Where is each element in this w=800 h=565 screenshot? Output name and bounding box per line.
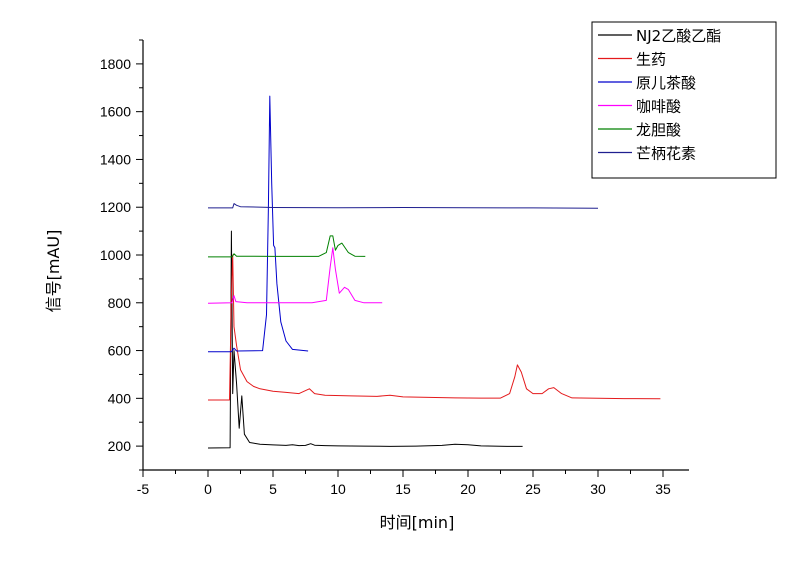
legend-label: 原儿茶酸 xyxy=(636,74,696,92)
y-tick-label: 600 xyxy=(108,343,132,359)
y-tick-label: 1600 xyxy=(100,104,131,120)
series-line-6 xyxy=(208,203,599,209)
series-line-4 xyxy=(207,247,383,304)
y-tick-label: 1800 xyxy=(100,56,131,72)
legend-label: 芒柄花素 xyxy=(636,145,696,163)
y-axis-title: 信号[mAU] xyxy=(44,230,63,313)
y-tick-label: 400 xyxy=(108,390,132,406)
x-axis-title: 时间[min] xyxy=(380,513,455,532)
x-tick-label: 15 xyxy=(395,481,411,497)
x-tick-label: 10 xyxy=(330,481,346,497)
y-tick-label: 200 xyxy=(108,438,132,454)
x-tick-label: 30 xyxy=(590,481,606,497)
y-tick-label: 1400 xyxy=(100,151,131,167)
y-tick-label: 1000 xyxy=(100,247,131,263)
series-lines xyxy=(207,95,661,449)
axes: -5 0 5 10 15 20 25 30 35 200 400 600 800 1000 1200 1400… xyxy=(100,39,689,497)
y-tick-label: 800 xyxy=(108,295,132,311)
legend-label: 咖啡酸 xyxy=(636,98,681,116)
x-tick-label: 0 xyxy=(204,481,212,497)
y-tick-label: 1200 xyxy=(100,199,131,215)
legend-label: 生药 xyxy=(636,51,666,69)
legend-label: 龙胆酸 xyxy=(636,121,681,139)
series-line-2 xyxy=(208,254,661,401)
series-line-1 xyxy=(207,230,523,449)
x-tick-label: 5 xyxy=(269,481,277,497)
x-tick-label: 25 xyxy=(525,481,541,497)
series-line-5 xyxy=(208,235,366,258)
legend-label: NJ2乙酸乙酯 xyxy=(636,27,721,45)
x-tick-label: 20 xyxy=(460,481,476,497)
x-tick-label: 35 xyxy=(655,481,671,497)
x-tick-label: -5 xyxy=(137,481,150,497)
series-line-3 xyxy=(208,95,309,353)
